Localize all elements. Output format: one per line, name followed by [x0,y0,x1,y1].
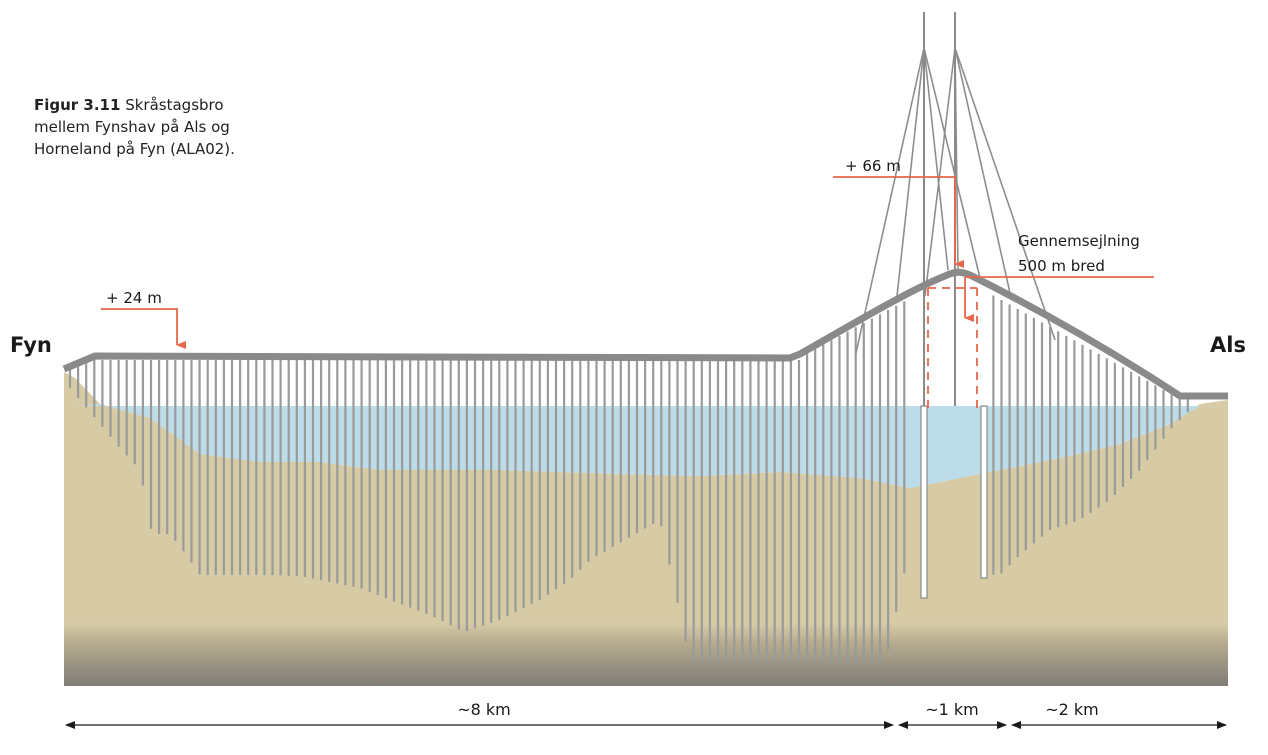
navigation-label-line1: Gennemsejlning [1018,232,1140,250]
pylon-height-label: + 66 m [845,157,901,175]
place-label-fyn: Fyn [10,333,52,357]
navigation-clearance [927,287,978,412]
pylon-foundation-left [920,405,928,599]
figure-caption: Figur 3.11 Skråstagsbro mellem Fynshav p… [34,94,235,160]
dimension-main-span: ~8 km [457,700,511,719]
bridge-deck [62,268,1228,400]
navigation-annotation: Gennemsejlning 500 m bred [964,232,1154,322]
figure-label: Figur 3.11 [34,96,121,114]
place-label-als: Als [1210,333,1246,357]
pylon-height-annotation: + 66 m [833,157,964,268]
ground-section [64,372,1228,686]
support-piers [68,295,1189,665]
caption-line-3: Horneland på Fyn (ALA02). [34,140,235,158]
dimension-cable-span: ~1 km [925,700,979,719]
caption-line-1: Skråstagsbro [125,96,224,114]
pylon-foundation-right [980,405,988,579]
caption-line-2: mellem Fynshav på Als og [34,118,230,136]
navigation-label-line2: 500 m bred [1018,257,1105,275]
deck-height-annotation: + 24 m [101,289,186,349]
dimension-east-span: ~2 km [1045,700,1099,719]
deck-height-label: + 24 m [106,289,162,307]
